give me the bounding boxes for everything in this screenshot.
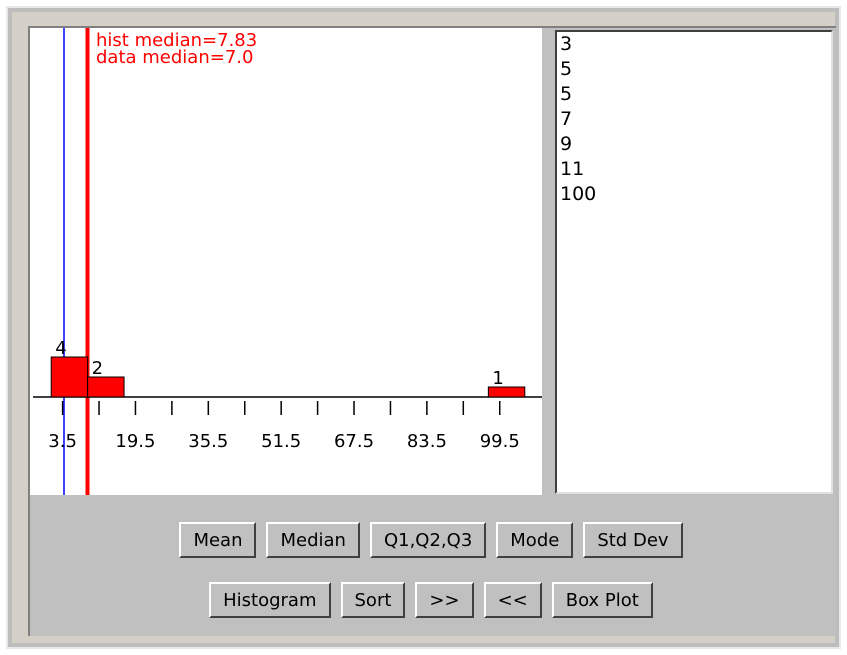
list-item: 3 — [560, 33, 573, 55]
button[interactable]: << — [483, 582, 542, 618]
list-item: 7 — [560, 108, 573, 130]
x-tick-label: 99.5 — [480, 431, 520, 452]
list-item: 5 — [560, 58, 573, 80]
count-label: 1 — [492, 368, 503, 389]
x-tick-label: 19.5 — [115, 431, 155, 452]
button[interactable]: Q1,Q2,Q3 — [369, 522, 487, 558]
x-tick-label: 67.5 — [334, 431, 374, 452]
count-label: 2 — [92, 358, 103, 379]
list-item: 9 — [560, 133, 573, 155]
button[interactable]: Std Dev — [583, 522, 683, 558]
annotation: data median=7.0 — [96, 47, 253, 68]
button[interactable]: Median — [266, 522, 360, 558]
button[interactable]: Sort — [340, 582, 406, 618]
button[interactable]: Histogram — [209, 582, 331, 618]
annotation: hist median=7.83 — [96, 30, 257, 51]
plot-background — [30, 28, 542, 495]
x-tick-label: 51.5 — [261, 431, 301, 452]
histogram-bar — [50, 356, 89, 398]
x-tick-label: 3.5 — [48, 431, 77, 452]
button-row: Histogram Sort >> << Box Plot — [30, 582, 832, 618]
button-row: Mean Median Q1,Q2,Q3 Mode Std Dev — [30, 522, 832, 558]
x-tick-label: 83.5 — [407, 431, 447, 452]
data-list: 3 5 5 7 9 11 100 — [555, 30, 833, 494]
button[interactable]: Box Plot — [551, 582, 653, 618]
x-tick-label: 35.5 — [188, 431, 228, 452]
button[interactable]: Mean — [179, 522, 257, 558]
histogram-bar — [487, 386, 526, 398]
button[interactable]: Mode — [496, 522, 574, 558]
button[interactable]: >> — [415, 582, 474, 618]
count-label: 4 — [55, 338, 66, 359]
list-item: 100 — [560, 183, 597, 205]
list-item: 11 — [560, 158, 585, 180]
list-item: 5 — [560, 83, 573, 105]
histogram-bar — [87, 376, 125, 398]
